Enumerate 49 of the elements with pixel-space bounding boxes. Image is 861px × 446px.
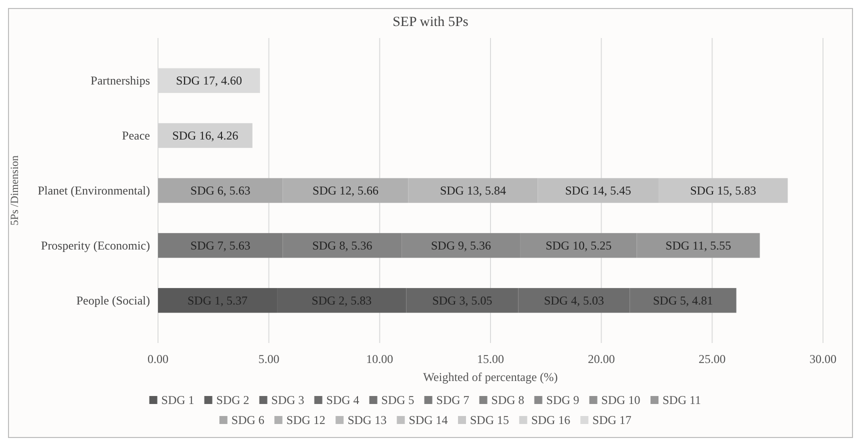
legend-label: SDG 15: [470, 413, 510, 427]
y-tick-label: People (Social): [76, 293, 150, 308]
legend-label: SDG 3: [271, 393, 304, 407]
legend-label: SDG 14: [408, 413, 448, 427]
legend-label: SDG 17: [592, 413, 632, 427]
x-tick-label: 0.00: [148, 352, 168, 366]
data-label: SDG 5, 4.81: [653, 293, 714, 308]
x-tick-label: 10.00: [366, 352, 394, 366]
legend-label: SDG 13: [348, 413, 387, 427]
data-label: SDG 14, 5.45: [565, 184, 632, 198]
x-tick-label: 5.00: [258, 352, 280, 366]
y-tick-label: Partnerships: [90, 74, 150, 88]
data-label: SDG 17, 4.60: [176, 74, 242, 88]
data-label: SDG 3, 5.05: [432, 293, 492, 308]
legend-label: SDG 9: [546, 393, 580, 407]
data-label: SDG 15, 5.83: [690, 184, 756, 198]
data-label: SDG 4, 5.03: [544, 293, 604, 308]
data-label: SDG 7, 5.63: [190, 238, 250, 252]
legend-label: SDG 11: [662, 393, 702, 407]
y-tick-label: Planet (Environmental): [38, 184, 150, 198]
legend-label: SDG 16: [531, 413, 570, 427]
legend-label: SDG 7: [436, 393, 470, 407]
legend-label: SDG 8: [491, 393, 524, 407]
data-label: SDG 13, 5.84: [440, 184, 506, 198]
data-label: SDG 16, 4.26: [172, 128, 238, 143]
chart-title: SEP with 5Ps: [392, 15, 468, 30]
data-label: SDG 9, 5.36: [431, 238, 492, 252]
x-tick-label: 25.00: [698, 352, 726, 366]
data-label: SDG 1, 5.37: [188, 293, 248, 308]
data-label: SDG 11, 5.55: [666, 238, 732, 252]
legend-label: SDG 4: [326, 393, 360, 407]
legend-label: SDG 12: [286, 413, 326, 427]
x-tick-label: 30.00: [810, 352, 836, 366]
data-label: SDG 12, 5.66: [312, 184, 379, 198]
x-tick-label: 15.00: [477, 352, 504, 366]
data-label: SDG 8, 5.36: [312, 238, 372, 252]
legend-label: SDG 6: [231, 413, 264, 427]
y-tick-label: Prosperity (Economic): [41, 238, 150, 252]
legend-label: SDG 10: [601, 393, 640, 407]
legend-label: SDG 1: [161, 393, 194, 407]
x-axis-title: Weighted of percentage (%): [423, 370, 558, 384]
data-label: SDG 2, 5.83: [312, 293, 372, 308]
data-label: SDG 10, 5.25: [546, 238, 612, 252]
legend-label: SDG 2: [216, 393, 250, 407]
x-tick-label: 20.00: [588, 352, 615, 366]
y-tick-label: Peace: [122, 128, 150, 143]
data-label: SDG 6, 5.63: [190, 184, 250, 198]
legend-label: SDG 5: [381, 393, 414, 407]
y-axis-title: 5Ps /Dimension: [9, 155, 21, 226]
